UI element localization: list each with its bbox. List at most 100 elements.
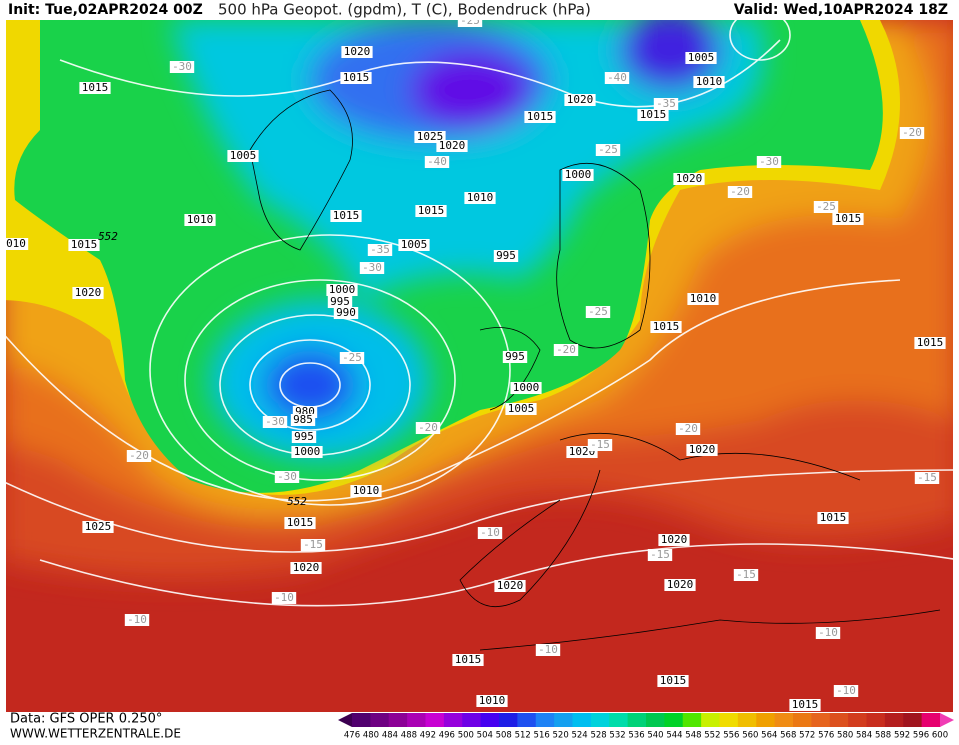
pressure-label: 1015 xyxy=(455,653,482,666)
pressure-label: 1000 xyxy=(565,168,592,181)
temperature-label: -30 xyxy=(265,415,285,428)
legend-swatch xyxy=(370,713,390,727)
pressure-label: 1015 xyxy=(660,674,687,687)
legend-swatch xyxy=(480,713,500,727)
temperature-label-box xyxy=(169,61,195,73)
temperature-label: -40 xyxy=(607,71,627,84)
legend-tick-label: 520 xyxy=(553,731,569,741)
pressure-label: 1000 xyxy=(329,283,356,296)
website: WWW.WETTERZENTRALE.DE xyxy=(10,727,181,741)
pressure-label-box xyxy=(330,210,362,222)
legend-swatch xyxy=(921,713,941,727)
pressure-label-box xyxy=(415,205,447,217)
geopotential-label: 552 xyxy=(287,495,307,508)
legend-swatch xyxy=(462,713,482,727)
pressure-label-box xyxy=(326,284,358,296)
pressure-label-box xyxy=(291,431,317,443)
pressure-label: 1020 xyxy=(676,172,703,185)
pressure-label-box xyxy=(68,239,100,251)
legend-swatch xyxy=(425,713,445,727)
valid-time: Valid: Wed,10APR2024 18Z xyxy=(734,2,948,18)
temperature-label-box xyxy=(653,98,679,110)
legend-tick-label: 568 xyxy=(780,731,796,741)
pressure-label-box xyxy=(687,293,719,305)
pressure-label: 1020 xyxy=(75,286,102,299)
legend-tick-label: 508 xyxy=(496,731,512,741)
legend-swatch xyxy=(499,713,518,727)
pressure-label-box xyxy=(832,213,864,225)
pressure-label-box xyxy=(510,382,542,394)
pressure-label: 1000 xyxy=(294,445,321,458)
temperature-label-box xyxy=(300,539,326,551)
pressure-label-box xyxy=(564,94,596,106)
pressure-label: 1015 xyxy=(82,81,109,94)
pressure-label: 1025 xyxy=(417,130,444,143)
pressure-label: 1005 xyxy=(508,402,535,415)
legend-swatch xyxy=(590,713,610,727)
legend-tick-label: 516 xyxy=(534,731,550,741)
pressure-label: 995 xyxy=(294,430,314,443)
pressure-label-box xyxy=(72,287,104,299)
pressure-label: 1015 xyxy=(653,320,680,333)
temperature-label-box xyxy=(124,614,150,626)
legend-tick-label: 528 xyxy=(590,731,606,741)
temperature-label-box xyxy=(477,527,503,539)
legend-swatch xyxy=(352,713,371,727)
legend-tick-label: 496 xyxy=(439,731,455,741)
pressure-label-box xyxy=(82,521,114,533)
legend-tick-label: 564 xyxy=(761,731,777,741)
temperature-label-box xyxy=(585,306,611,318)
legend-tick-label: 552 xyxy=(704,731,720,741)
temperature-label: -25 xyxy=(588,305,608,318)
temperature-label: -35 xyxy=(656,97,676,110)
temperature-label: -15 xyxy=(917,471,937,484)
data-source: Data: GFS OPER 0.250° xyxy=(10,712,162,727)
legend-tick-label: 592 xyxy=(894,731,910,741)
pressure-label: 1010 xyxy=(696,75,723,88)
legend-swatch xyxy=(443,713,463,727)
legend-swatch xyxy=(407,713,426,727)
pressure-label: 1005 xyxy=(230,149,257,162)
pressure-label-box xyxy=(693,76,725,88)
legend-swatch xyxy=(388,713,408,727)
pressure-label: 990 xyxy=(336,306,356,319)
temperature-label-box xyxy=(367,244,393,256)
temperature-label-box xyxy=(727,186,753,198)
temperature-label-box xyxy=(815,627,841,639)
pressure-label: 1015 xyxy=(287,516,314,529)
legend-swatch xyxy=(682,713,702,727)
temperature-label-box xyxy=(457,20,483,27)
legend-swatch xyxy=(884,713,904,727)
legend-swatch xyxy=(701,713,720,727)
pressure-label-box xyxy=(350,485,382,497)
temperature-label: -15 xyxy=(303,538,323,551)
temperature-label-box xyxy=(424,156,450,168)
pressure-label: 1015 xyxy=(333,209,360,222)
pressure-label-box xyxy=(650,321,682,333)
pressure-label: 1015 xyxy=(527,110,554,123)
pressure-label-box xyxy=(291,446,323,458)
pressure-label: 985 xyxy=(293,413,313,426)
legend-swatch xyxy=(829,713,849,727)
temperature-label: -20 xyxy=(129,449,149,462)
pressure-label-box xyxy=(333,307,359,319)
pressure-label-box xyxy=(398,239,430,251)
legend-tick-label: 492 xyxy=(420,731,436,741)
legend-swatch xyxy=(517,713,537,727)
temperature-label: -20 xyxy=(678,422,698,435)
legend-tick-label: 504 xyxy=(477,731,493,741)
legend-swatch xyxy=(554,713,573,727)
temperature-label-box xyxy=(733,569,759,581)
geopotential-label: 552 xyxy=(98,230,118,243)
pressure-label: 1015 xyxy=(640,108,667,121)
pressure-label: 1025 xyxy=(85,520,112,533)
temperature-label-box xyxy=(126,450,152,462)
temperature-label-box xyxy=(262,416,288,428)
legend-tick-label: 524 xyxy=(571,731,587,741)
temperature-label-box xyxy=(271,592,297,604)
pressure-label: 1015 xyxy=(820,511,847,524)
temperature-label-box xyxy=(833,685,859,697)
pressure-label-box xyxy=(476,695,508,707)
pressure-label: 1020 xyxy=(293,561,320,574)
